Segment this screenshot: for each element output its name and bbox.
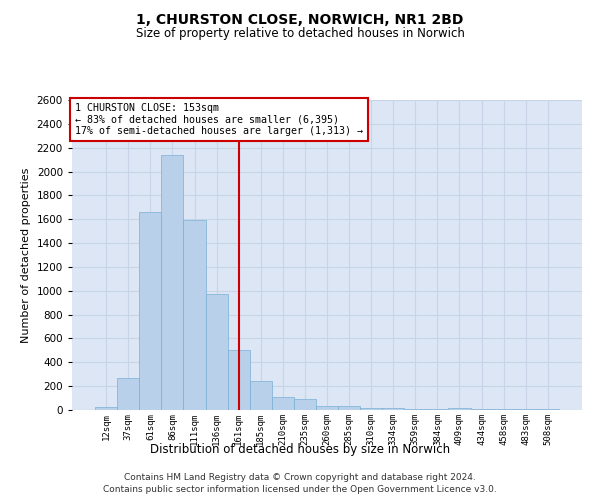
Bar <box>360 408 382 410</box>
Bar <box>184 220 206 410</box>
Text: 1 CHURSTON CLOSE: 153sqm
← 83% of detached houses are smaller (6,395)
17% of sem: 1 CHURSTON CLOSE: 153sqm ← 83% of detach… <box>74 103 362 136</box>
Bar <box>117 378 139 410</box>
Bar <box>139 212 161 410</box>
Text: Contains public sector information licensed under the Open Government Licence v3: Contains public sector information licen… <box>103 485 497 494</box>
Text: Size of property relative to detached houses in Norwich: Size of property relative to detached ho… <box>136 28 464 40</box>
Bar <box>338 406 360 410</box>
Bar <box>294 400 316 410</box>
Bar <box>316 406 338 410</box>
Bar <box>515 409 537 410</box>
Bar <box>206 294 227 410</box>
Bar <box>227 350 250 410</box>
Text: 1, CHURSTON CLOSE, NORWICH, NR1 2BD: 1, CHURSTON CLOSE, NORWICH, NR1 2BD <box>136 12 464 26</box>
Text: Distribution of detached houses by size in Norwich: Distribution of detached houses by size … <box>150 442 450 456</box>
Bar <box>272 397 294 410</box>
Text: Contains HM Land Registry data © Crown copyright and database right 2024.: Contains HM Land Registry data © Crown c… <box>124 472 476 482</box>
Y-axis label: Number of detached properties: Number of detached properties <box>21 168 31 342</box>
Bar <box>250 381 272 410</box>
Bar <box>382 408 404 410</box>
Bar <box>404 409 427 410</box>
Bar <box>448 408 470 410</box>
Bar <box>161 155 184 410</box>
Bar <box>95 407 117 410</box>
